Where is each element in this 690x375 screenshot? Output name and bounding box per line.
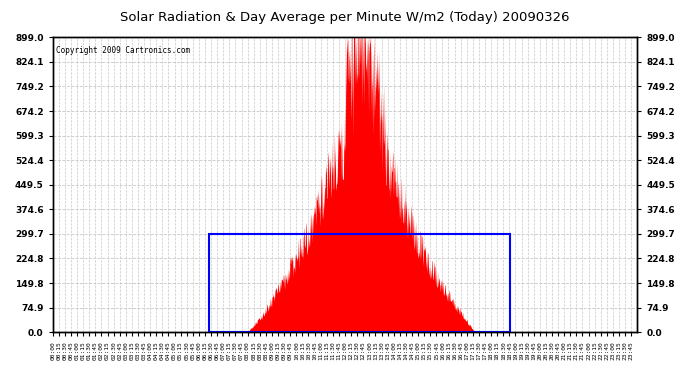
Text: Copyright 2009 Cartronics.com: Copyright 2009 Cartronics.com [56,46,190,55]
Text: Solar Radiation & Day Average per Minute W/m2 (Today) 20090326: Solar Radiation & Day Average per Minute… [120,11,570,24]
Bar [210,234,510,332]
